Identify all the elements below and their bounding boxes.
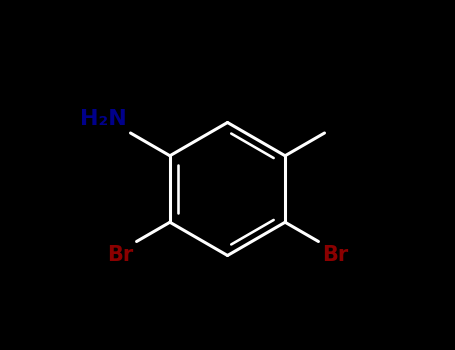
Text: Br: Br [322,245,348,265]
Text: H₂N: H₂N [80,110,127,130]
Text: Br: Br [107,245,133,265]
